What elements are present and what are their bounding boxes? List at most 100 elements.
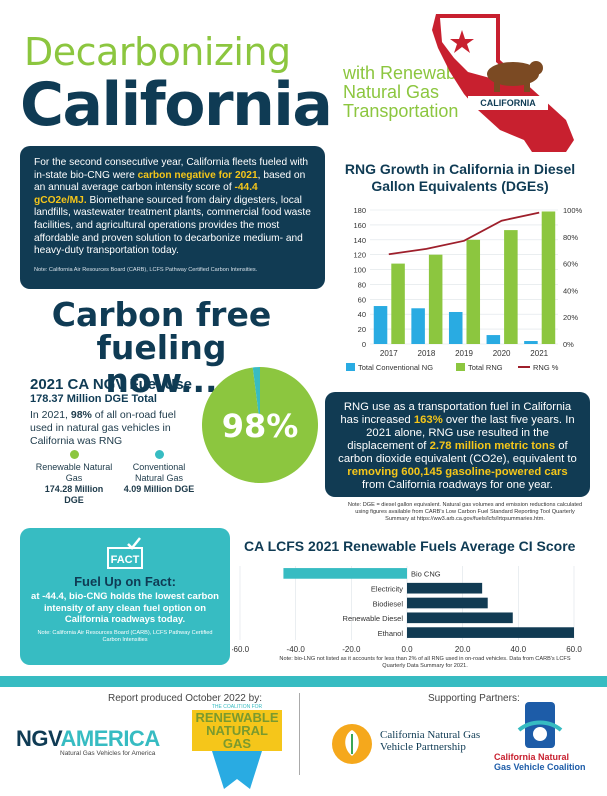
legend-rng-swatch [456, 363, 465, 371]
cngvp-leaf-icon [332, 724, 372, 764]
fact-box: FACT Fuel Up on Fact: at -44.4, bio-CNG … [20, 528, 230, 665]
y-tick-label: 140 [353, 236, 366, 245]
rng-note: Note: DGE = diesel gallon equivalent. Na… [347, 502, 583, 522]
ngva-part-a: NGV [16, 726, 61, 751]
cngvc-line2: Gas Vehicle Coalition [494, 762, 586, 772]
ngv-fuel-text: In 2021, 98% of all on-road fuel used in… [30, 409, 200, 448]
rng-bar [428, 254, 443, 344]
conventional-ng-bar [373, 306, 388, 344]
cngvp-logo-text: California Natural Gas Vehicle Partnersh… [380, 729, 481, 753]
x-tick-label: -40.0 [287, 645, 306, 654]
title-line1: Decarbonizing [24, 30, 291, 74]
ci-category-label: Bio CNG [411, 570, 441, 579]
y-tick-label: 20 [358, 325, 366, 334]
ngv-text-pre: In 2021, [30, 409, 71, 421]
y-tick-label: 60 [358, 295, 366, 304]
title-line2: California [20, 70, 333, 140]
cngvc-line1: California Natural [494, 752, 570, 762]
fact-badge-label: FACT [111, 554, 140, 566]
y-tick-label: 160 [353, 221, 366, 230]
x-tick-label: 2021 [530, 349, 548, 358]
ngv-fuel-total: 178.37 Million DGE Total [30, 393, 157, 405]
intro-text1: For the second consecutive year, Califor… [34, 157, 309, 181]
pie-center-label: 98% [222, 407, 299, 445]
growth-chart-title: RNG Growth in California in Diesel Gallo… [344, 161, 576, 194]
fact-badge-icon: FACT [107, 537, 143, 569]
fact-heading: Fuel Up on Fact: [74, 574, 176, 589]
rng-legend-value: 174.28 Million DGE [44, 484, 104, 505]
ngva-part-b: AMERICA [60, 726, 161, 751]
ci-bar [407, 627, 574, 638]
rng-growth-box: RNG use as a transportation fuel in Cali… [325, 392, 590, 497]
rng-legend: Renewable Natural Gas 174.28 Million DGE [34, 450, 114, 506]
intro-box: For the second consecutive year, Califor… [20, 146, 325, 289]
x-tick-label: 2019 [455, 349, 473, 358]
ngvamerica-logo: NGVAMERICA [16, 726, 160, 752]
rng-box-h1: 163% [413, 414, 443, 426]
rng-box-t3: of carbon dioxide equivalent (CO2e), equ… [338, 440, 577, 465]
rng-dot [69, 450, 79, 459]
conventional-ng-bar [486, 335, 501, 344]
y2-tick-label: 100% [563, 206, 583, 215]
y2-tick-label: 60% [563, 260, 578, 269]
y-tick-label: 180 [353, 206, 366, 215]
report-credit: Report produced October 2022 by: [108, 693, 262, 704]
ci-category-label: Electricity [371, 585, 403, 594]
rng-bar [466, 239, 481, 344]
conventional-ng-bar [448, 311, 463, 344]
cngvc-logo-icon [517, 702, 563, 748]
fuel-pie-chart: 98% [202, 367, 318, 483]
conventional-legend-label: Conventional Natural Gas [132, 462, 186, 483]
supporting-partners-label: Supporting Partners: [428, 693, 520, 704]
y2-tick-label: 40% [563, 286, 578, 295]
intro-note: Note: California Air Resources Board (CA… [34, 266, 258, 273]
rng-box-t4: from California roadways for one year. [362, 479, 553, 491]
rng-coalition-logo: THE COALITION FOR RENEWABLE NATURAL GAS [192, 704, 282, 796]
map-banner: CALIFORNIA [480, 98, 536, 108]
intro-text3: Biomethane sourced from dairy digesters,… [34, 194, 311, 257]
rng-box-h3: removing 600,145 gasoline-powered cars [347, 466, 568, 478]
rng-legend-label: Renewable Natural Gas [35, 462, 113, 483]
y-tick-label: 80 [358, 280, 366, 289]
y2-tick-label: 0% [563, 340, 574, 349]
x-tick-label: -20.0 [342, 645, 361, 654]
x-tick-label: 20.0 [455, 645, 471, 654]
conventional-ng-bar [411, 308, 425, 344]
carbon-free-heading: Carbon free fueling now... [44, 298, 279, 397]
pie-slice [252, 367, 260, 425]
coalition-big: RENEWABLE NATURAL GAS [192, 710, 282, 751]
ngv-text-post: of all on-road fuel used in natural gas … [30, 409, 176, 447]
carbon-free-line2: fueling now... [96, 328, 227, 400]
y2-tick-label: 20% [563, 313, 578, 322]
legend-rng-percent-label: RNG % [533, 363, 559, 372]
intro-text2: , based on an annual average carbon inte… [34, 169, 306, 194]
ci-category-label: Renewable Diesel [343, 614, 404, 623]
california-map-icon: CALIFORNIA [432, 14, 574, 152]
rng-box-t2: over the last five years. In 2021 alone,… [347, 414, 575, 452]
ci-bar [407, 582, 483, 594]
coalition-ribbon-icon [212, 751, 262, 789]
x-tick-label: -60.0 [232, 645, 250, 654]
ci-category-label: Ethanol [378, 629, 404, 638]
x-tick-label: 2018 [418, 349, 436, 358]
rng-box-t1: RNG use as a transportation fuel in Cali… [340, 401, 572, 426]
x-tick-label: 0.0 [401, 645, 413, 654]
x-tick-label: 60.0 [566, 645, 582, 654]
y2-tick-label: 80% [563, 233, 578, 242]
subtitle: with Renewable Natural Gas Transportatio… [343, 63, 471, 121]
ci-bar [407, 612, 513, 624]
legend-conventional-swatch [346, 363, 355, 371]
cngvc-logo-text: California Natural Gas Vehicle Coalition [494, 752, 604, 772]
conventional-legend: Conventional Natural Gas 4.09 Million DG… [117, 450, 201, 495]
legend-rng-label: Total RNG [468, 363, 503, 372]
rng-bar [541, 211, 556, 344]
coalition-small: THE COALITION FOR [211, 704, 263, 710]
conventional-dot [154, 450, 164, 459]
ci-score-chart: -60.0 -40.0 -20.0 0.0 20.0 40.0 60.0 Bio CNG Ele… [232, 566, 582, 654]
x-tick-label: 40.0 [511, 645, 527, 654]
ci-bar [283, 568, 407, 579]
x-tick-label: 2020 [493, 349, 511, 358]
divider-band [0, 676, 607, 687]
ci-bar [407, 597, 488, 609]
ngvamerica-tagline: Natural Gas Vehicles for America [60, 750, 156, 757]
